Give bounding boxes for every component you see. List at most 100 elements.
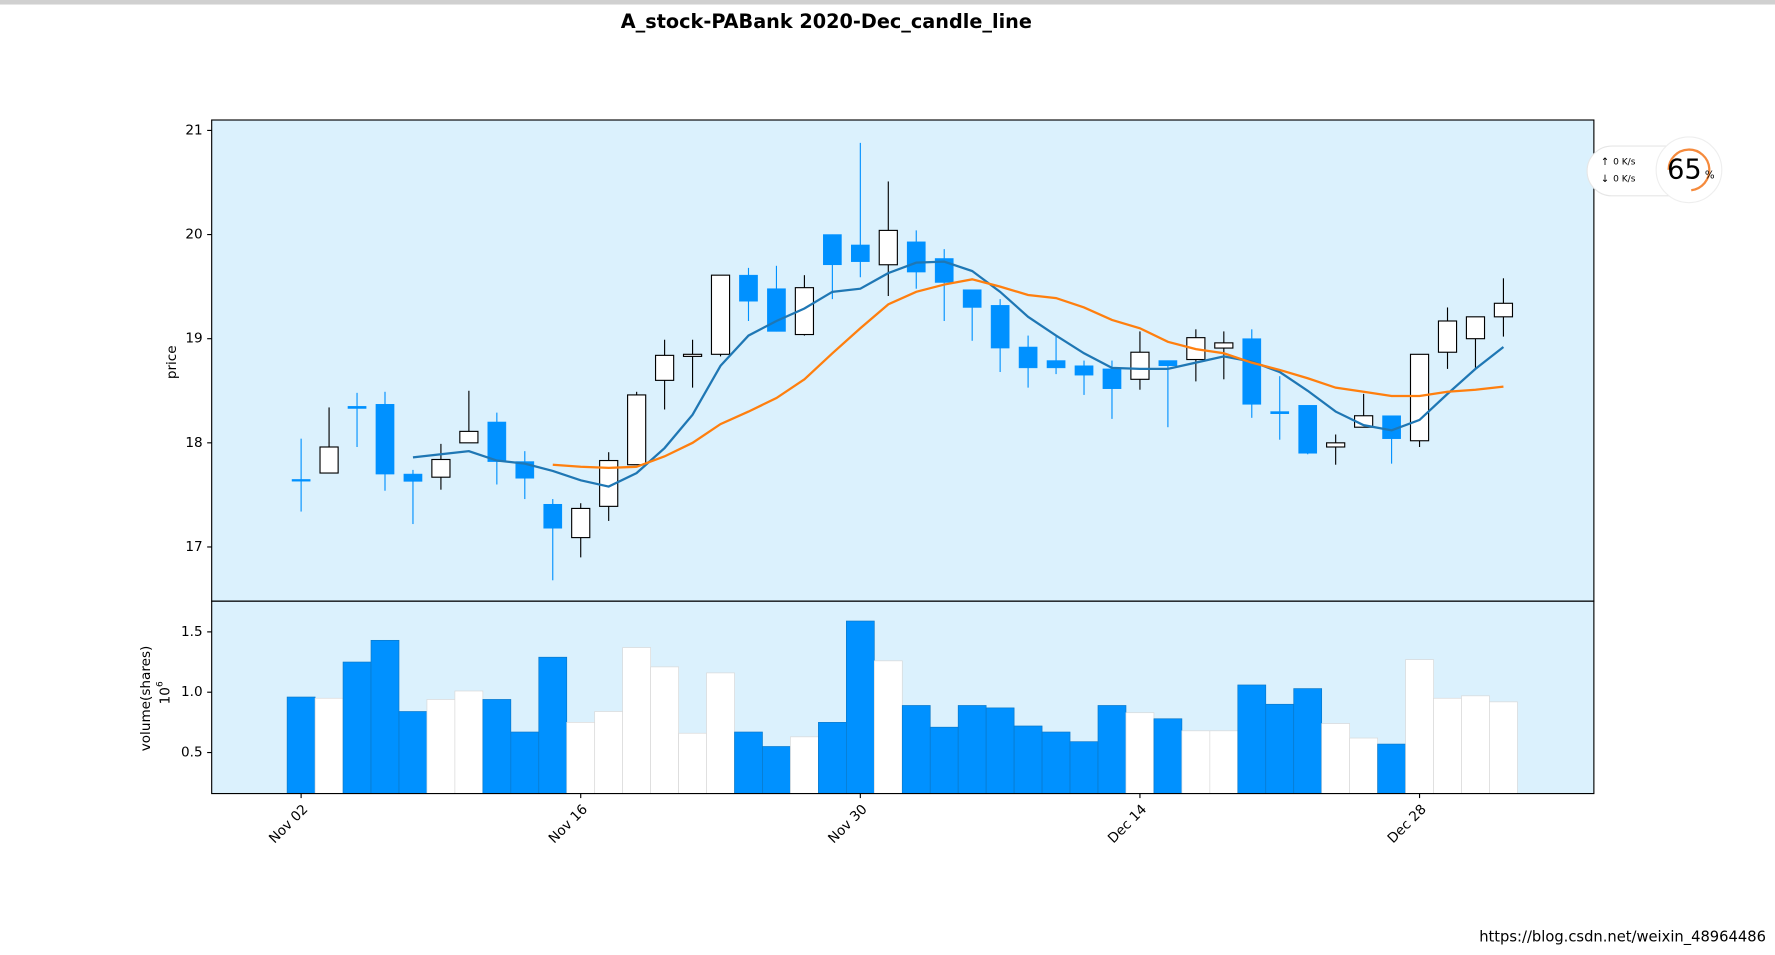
- candle-body: [459, 430, 479, 444]
- candle-body: [767, 288, 786, 332]
- volume-bar: [566, 722, 596, 794]
- speed-widget: ↑ ↓ 0 K/s 0 K/s 65 %: [1586, 136, 1723, 204]
- candle-body: [1493, 302, 1514, 318]
- up-arrow: ↑: [1601, 157, 1610, 168]
- download-speed: 0 K/s: [1613, 174, 1636, 184]
- y-tick-label: 17: [185, 539, 202, 555]
- candle-body: [794, 287, 815, 336]
- volume-bar: [790, 736, 819, 794]
- candle-body: [403, 473, 423, 482]
- offset-exponent: 6: [155, 681, 165, 687]
- volume-bar: [1209, 730, 1239, 794]
- y-tick-label: 20: [185, 227, 202, 243]
- candle-body: [1298, 405, 1318, 454]
- watermark: https://blog.csdn.net/weixin_48964486: [1479, 928, 1766, 945]
- candle-body: [291, 479, 311, 482]
- percent-unit: %: [1705, 170, 1715, 181]
- volume-bar: [1069, 741, 1099, 794]
- candle-body: [990, 305, 1010, 349]
- volume-bar: [846, 620, 875, 794]
- volume-bar: [622, 647, 651, 794]
- candle-body: [571, 507, 591, 539]
- volume-bar: [1321, 723, 1350, 794]
- y-tick-label: 21: [185, 122, 202, 138]
- candle-body: [710, 274, 731, 355]
- top-border: [0, 0, 1775, 5]
- price-panel: [211, 120, 1594, 602]
- upload-speed: 0 K/s: [1613, 157, 1636, 167]
- volume-bar: [1489, 701, 1518, 794]
- y-tick-label: 19: [185, 331, 202, 347]
- volume-bar: [650, 666, 679, 794]
- volume-bar: [314, 697, 344, 794]
- candle-body: [1409, 353, 1430, 442]
- candle-body: [1046, 360, 1066, 369]
- candle-body: [1326, 442, 1346, 448]
- ma-line: [412, 260, 1505, 488]
- ma-line: [552, 278, 1504, 469]
- volume-bar: [706, 672, 735, 794]
- volume-bar: [1433, 697, 1462, 794]
- candle-body: [347, 406, 367, 409]
- x-tick-label: Nov 16: [546, 801, 591, 846]
- candle-body: [823, 234, 842, 266]
- candle-body: [431, 458, 451, 478]
- volume-bar: [454, 690, 484, 794]
- volume-bar: [398, 711, 428, 794]
- volume-bar: [342, 661, 372, 794]
- volume-bar: [510, 731, 540, 794]
- candle-body: [487, 421, 507, 462]
- y-tick-label: 18: [185, 435, 202, 451]
- volume-bar: [1461, 695, 1490, 794]
- volume-bar: [1377, 743, 1406, 794]
- volume-tick-label: 1.5: [181, 624, 203, 640]
- widget-ring: [1667, 148, 1711, 192]
- candle-body: [1270, 411, 1290, 414]
- volume-bar: [1041, 731, 1071, 794]
- x-tick-label: Dec 14: [1105, 801, 1150, 846]
- volume-bar: [538, 656, 568, 794]
- volume-tick-label: 1.0: [181, 684, 203, 700]
- volume-bar: [678, 732, 707, 794]
- volume-tick-label: 0.5: [181, 745, 203, 761]
- candle-body: [319, 446, 339, 474]
- candle-body: [878, 229, 898, 266]
- offset-base: 10: [157, 687, 173, 704]
- volume-bar: [594, 711, 624, 794]
- x-tick-label: Nov 02: [266, 801, 311, 846]
- candle-body: [1074, 365, 1094, 376]
- volume-bar: [1237, 684, 1267, 794]
- candle-body: [1242, 338, 1262, 405]
- volume-bar: [734, 731, 763, 794]
- volume-bar: [762, 746, 791, 794]
- volume-bar: [985, 707, 1015, 794]
- volume-bar: [1125, 712, 1155, 794]
- volume-bar: [1181, 730, 1211, 794]
- x-tick-label: Dec 28: [1385, 801, 1430, 846]
- candle-body: [962, 289, 982, 308]
- volume-bar: [1293, 688, 1323, 794]
- candle-body: [1465, 316, 1486, 340]
- x-tick-label: Nov 30: [825, 801, 870, 846]
- volume-bar: [818, 722, 847, 794]
- candle-body: [850, 244, 870, 262]
- volume-bar: [1097, 705, 1127, 794]
- volume-bar: [370, 639, 400, 794]
- volume-bar: [901, 705, 931, 794]
- volume-bar: [286, 696, 316, 794]
- candle-body: [1158, 360, 1178, 367]
- volume-bar: [1349, 737, 1378, 794]
- candle-body: [1437, 320, 1458, 353]
- volume-bar: [426, 699, 456, 794]
- volume-bar: [873, 660, 903, 794]
- candle-body: [375, 404, 395, 475]
- chart-title: A_stock-PABank 2020-Dec_candle_line: [621, 10, 1032, 33]
- volume-bar: [957, 705, 987, 794]
- candle-body: [682, 353, 703, 357]
- y-axis-label: price: [164, 345, 180, 379]
- candle-body: [654, 354, 675, 381]
- candle-body: [1018, 346, 1038, 369]
- volume-offset: 106: [155, 681, 173, 704]
- candle-body: [934, 258, 954, 283]
